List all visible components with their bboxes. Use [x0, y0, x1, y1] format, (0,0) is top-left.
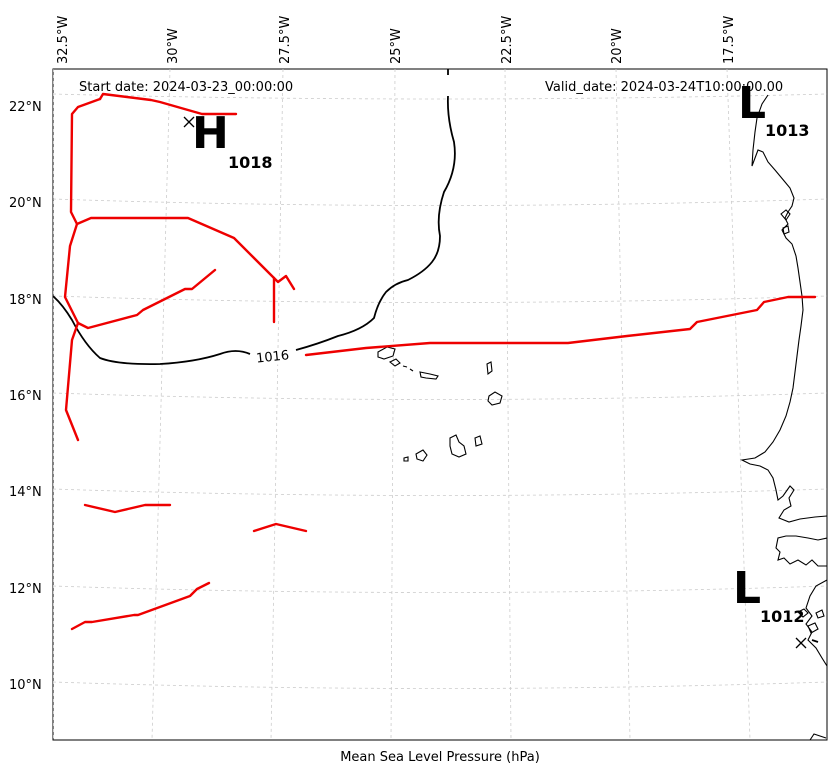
graticule	[53, 69, 827, 740]
center-low-south-value: 1012	[760, 607, 805, 626]
front-west-spine	[64, 321, 80, 442]
coastline-sw-corner	[809, 733, 827, 740]
parallel-10n	[53, 681, 827, 689]
island-sao-nicolau	[409, 368, 414, 372]
island-santa-luzia	[402, 365, 408, 368]
lat-tick-label: 16°N	[9, 389, 42, 404]
map-caption: Mean Sea Level Pressure (hPa)	[340, 750, 540, 765]
parallel-12n	[53, 585, 827, 593]
front-mid-branch	[75, 216, 296, 291]
front-lines	[63, 92, 817, 631]
meridian-30w	[151, 69, 171, 740]
front-top-arc	[98, 92, 238, 116]
meridian-27-5w	[270, 69, 284, 740]
island-coast-5	[782, 225, 790, 235]
island-bijagos-4	[780, 209, 791, 221]
coastline-guinea	[805, 579, 827, 667]
island-fogo	[415, 449, 428, 462]
island-brava	[403, 456, 409, 462]
center-high-marker	[183, 116, 195, 128]
start-date-label: Start date: 2024-03-23_00:00:00	[79, 80, 293, 95]
valid-date-label: Valid_date: 2024-03-24T10:00:00.00	[545, 80, 783, 95]
lon-tick-label: 30°W	[166, 28, 181, 64]
front-long-east	[304, 295, 817, 357]
lat-tick-label: 22°N	[9, 100, 42, 115]
lat-tick-label: 18°N	[9, 293, 42, 308]
center-high-value: 1018	[228, 153, 273, 172]
lon-tick-label: 17.5°W	[722, 16, 737, 64]
center-low-north-value: 1013	[765, 121, 810, 140]
front-north-loop	[63, 97, 217, 330]
island-santiago	[449, 434, 467, 458]
meridian-25w	[390, 69, 396, 740]
lon-tick-label: 20°W	[610, 28, 625, 64]
lon-tick-label: 32.5°W	[56, 16, 71, 64]
center-high-letter: H	[192, 108, 229, 159]
island-sao-vicente	[388, 358, 401, 367]
lon-tick-label: 22.5°W	[500, 16, 515, 64]
lon-tick-label: 27.5°W	[278, 16, 293, 64]
lat-tick-label: 14°N	[9, 485, 42, 500]
lat-tick-label: 10°N	[9, 678, 42, 693]
lon-tick-label: 25°W	[389, 28, 404, 64]
meridian-22-5w	[504, 69, 512, 740]
lat-tick-label: 12°N	[9, 582, 42, 597]
front-south-2	[252, 522, 308, 533]
lat-tick-label: 20°N	[9, 196, 42, 211]
center-low-south-letter: L	[733, 563, 761, 614]
isobars	[53, 69, 819, 643]
isobar-1016	[53, 95, 456, 366]
island-bijagos-3	[815, 609, 825, 619]
coastline-guinea-bissau	[775, 535, 827, 567]
parallel-20n	[53, 198, 827, 206]
parallel-14n	[53, 488, 827, 496]
island-boa-vista	[487, 391, 503, 406]
front-south-1	[83, 503, 172, 514]
front-south-3	[70, 581, 211, 631]
island-bijagos-2	[807, 622, 819, 634]
meridian-17-5w	[726, 69, 751, 740]
isobar-1012-stub	[811, 639, 819, 643]
isobar-label-halo	[253, 348, 292, 367]
island-bijagos-1	[797, 608, 809, 618]
island-sao-nicolau-2	[419, 371, 439, 380]
island-maio	[474, 435, 483, 447]
coastline-africa	[740, 94, 827, 523]
lat-tick-labels: 22°N 20°N 18°N 16°N 14°N 12°N 10°N	[9, 100, 42, 693]
parallel-16n	[53, 392, 827, 400]
lon-tick-labels: 32.5°W 30°W 27.5°W 25°W 22.5°W 20°W 17.5…	[56, 16, 737, 64]
coastline	[740, 94, 827, 740]
pressure-centers: H 1018 L 1013 L 1012	[183, 78, 810, 649]
island-sal	[486, 361, 493, 376]
isobar-1016-label: 1016	[255, 348, 289, 366]
center-low-south-marker	[795, 637, 807, 649]
parallel-22n	[53, 93, 827, 100]
center-low-north-letter: L	[738, 78, 766, 129]
map-frame	[52, 68, 828, 741]
meridian-20w	[615, 69, 631, 740]
